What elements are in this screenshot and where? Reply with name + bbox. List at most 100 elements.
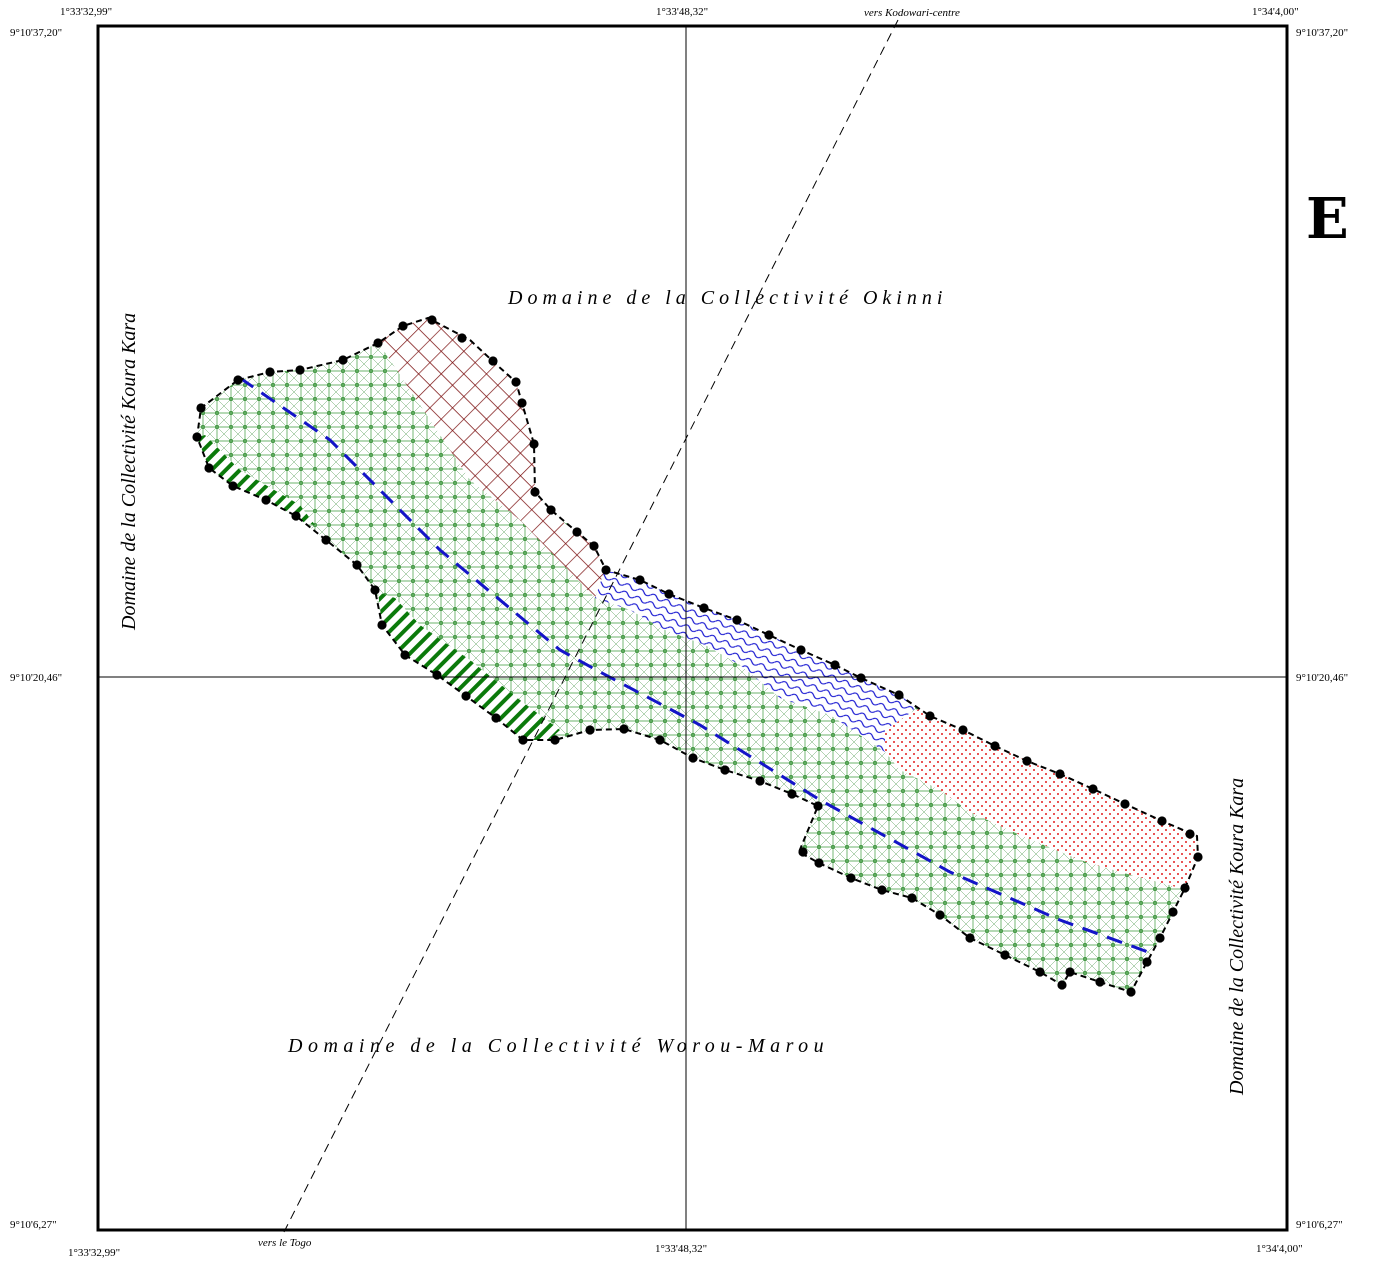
boundary-marker: [529, 439, 539, 449]
boundary-marker: [517, 398, 527, 408]
boundary-marker: [352, 560, 362, 570]
boundary-marker: [1088, 784, 1098, 794]
boundary-marker: [814, 858, 824, 868]
domain-label-north: Domaine de la Collectivité Okinni: [507, 287, 947, 309]
boundary-marker: [338, 355, 348, 365]
lon-left-bottom: 1°33'32,99": [68, 1247, 120, 1259]
road-label-south: vers le Togo: [258, 1237, 312, 1249]
dotted-zone: [885, 700, 1198, 900]
boundary-marker: [894, 690, 904, 700]
boundary-marker: [764, 630, 774, 640]
road-line: [283, 19, 899, 1233]
lat-bottom-left: 9°10'6,27": [10, 1219, 57, 1231]
boundary-marker: [370, 585, 380, 595]
lat-mid-right: 9°10'20,46": [1296, 672, 1348, 684]
boundary-marker: [204, 463, 214, 473]
boundary-marker: [1095, 977, 1105, 987]
boundary-markers: [192, 315, 1203, 997]
boundary-marker: [1168, 907, 1178, 917]
boundary-marker: [1035, 967, 1045, 977]
boundary-marker: [813, 801, 823, 811]
boundary-marker: [1022, 756, 1032, 766]
domain-label-east: Domaine de la Collectivité Koura Kara: [1226, 778, 1248, 1096]
boundary-marker: [699, 603, 709, 613]
boundary-marker: [265, 367, 275, 377]
boundary-marker: [196, 403, 206, 413]
boundary-marker: [796, 645, 806, 655]
boundary-marker: [295, 365, 305, 375]
boundary-marker: [261, 495, 271, 505]
boundary-marker: [572, 527, 582, 537]
boundary-marker: [432, 670, 442, 680]
boundary-marker: [511, 377, 521, 387]
striped-zone: [197, 435, 315, 525]
boundary-marker: [1000, 950, 1010, 960]
boundary-marker: [550, 735, 560, 745]
boundary-marker: [1065, 967, 1075, 977]
lon-center-bottom: 1°33'48,32": [655, 1243, 707, 1255]
river-line: [239, 376, 1149, 954]
lon-right-top: 1°34'4,00": [1252, 6, 1299, 18]
domain-label-south: Domaine de la Collectivité Worou-Marou: [287, 1035, 829, 1057]
striped-zone-2: [378, 592, 560, 748]
boundary-marker: [427, 315, 437, 325]
boundary-marker: [233, 375, 243, 385]
boundary-marker: [1180, 883, 1190, 893]
boundary-marker: [907, 893, 917, 903]
boundary-marker: [228, 481, 238, 491]
boundary-marker: [1185, 829, 1195, 839]
boundary-marker: [1126, 987, 1136, 997]
boundary-marker: [192, 432, 202, 442]
boundary-marker: [601, 565, 611, 575]
lat-bottom-right: 9°10'6,27": [1296, 1219, 1343, 1231]
boundary-marker: [856, 673, 866, 683]
boundary-marker: [457, 333, 467, 343]
boundary-marker: [488, 356, 498, 366]
boundary-marker: [530, 487, 540, 497]
lat-mid-left: 9°10'20,46": [10, 672, 62, 684]
boundary-marker: [321, 535, 331, 545]
boundary-marker: [1155, 933, 1165, 943]
boundary-marker: [589, 541, 599, 551]
boundary-marker: [1193, 852, 1203, 862]
boundary-marker: [585, 725, 595, 735]
boundary-marker: [1055, 769, 1065, 779]
lon-right-bottom: 1°34'4,00": [1256, 1243, 1303, 1255]
boundary-marker: [787, 789, 797, 799]
boundary-marker: [518, 735, 528, 745]
boundary-marker: [935, 910, 945, 920]
orientation-letter: E: [1306, 186, 1349, 252]
parcel-grassland: [197, 318, 1198, 992]
boundary-marker: [291, 511, 301, 521]
boundary-marker: [755, 776, 765, 786]
boundary-marker: [720, 765, 730, 775]
map-frame: [96, 24, 1289, 1232]
boundary-marker: [1142, 957, 1152, 967]
domain-label-west: Domaine de la Collectivité Koura Kara: [118, 313, 140, 631]
boundary-marker: [877, 885, 887, 895]
boundary-marker: [798, 847, 808, 857]
lon-left-top: 1°33'32,99": [60, 6, 112, 18]
boundary-marker: [965, 933, 975, 943]
boundary-marker: [491, 713, 501, 723]
boundary-marker: [398, 321, 408, 331]
water-zone: [595, 555, 920, 752]
boundary-marker: [655, 735, 665, 745]
lat-top-right: 9°10'37,20": [1296, 27, 1348, 39]
boundary-marker: [635, 575, 645, 585]
boundary-marker: [958, 725, 968, 735]
boundary-marker: [1120, 799, 1130, 809]
boundary-marker: [619, 724, 629, 734]
boundary-marker: [1057, 980, 1067, 990]
boundary-marker: [846, 873, 856, 883]
road-label-north: vers Kodowari-centre: [864, 7, 960, 19]
boundary-marker: [732, 615, 742, 625]
boundary-marker: [830, 660, 840, 670]
boundary-marker: [377, 620, 387, 630]
boundary-marker: [461, 691, 471, 701]
boundary-marker: [925, 711, 935, 721]
boundary-marker: [664, 589, 674, 599]
lat-top-left: 9°10'37,20": [10, 27, 62, 39]
boundary-marker: [1157, 816, 1167, 826]
